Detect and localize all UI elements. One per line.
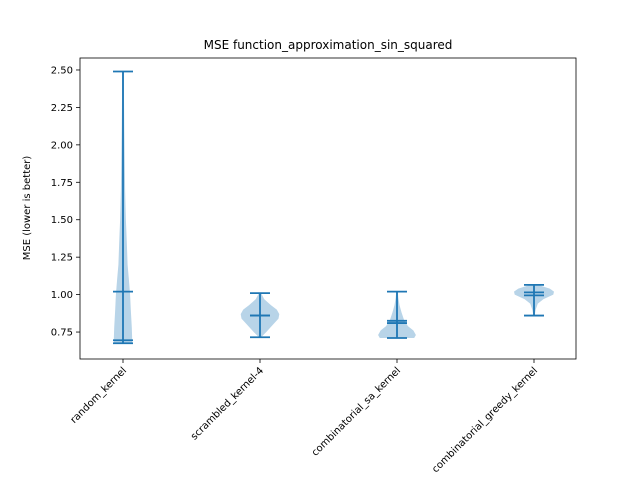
violin-layer [113, 70, 554, 345]
y-tick-label: 1.75 [51, 178, 73, 189]
y-tick-label: 0.75 [51, 328, 73, 339]
chart-title: MSE function_approximation_sin_squared [204, 38, 453, 52]
y-axis-label: MSE (lower is better) [22, 156, 33, 261]
plot-area-frame [79, 57, 577, 360]
y-tick-label: 1.25 [51, 253, 73, 264]
y-tick-label: 2.25 [51, 103, 73, 114]
y-axis: 0.75 1.00 1.25 1.50 1.75 2.00 2.25 2.50 [51, 65, 80, 339]
y-tick-label: 2.00 [51, 140, 73, 151]
y-tick-label: 1.00 [51, 290, 73, 301]
y-tick-label: 1.50 [51, 215, 73, 226]
y-tick-label: 2.50 [51, 65, 73, 76]
